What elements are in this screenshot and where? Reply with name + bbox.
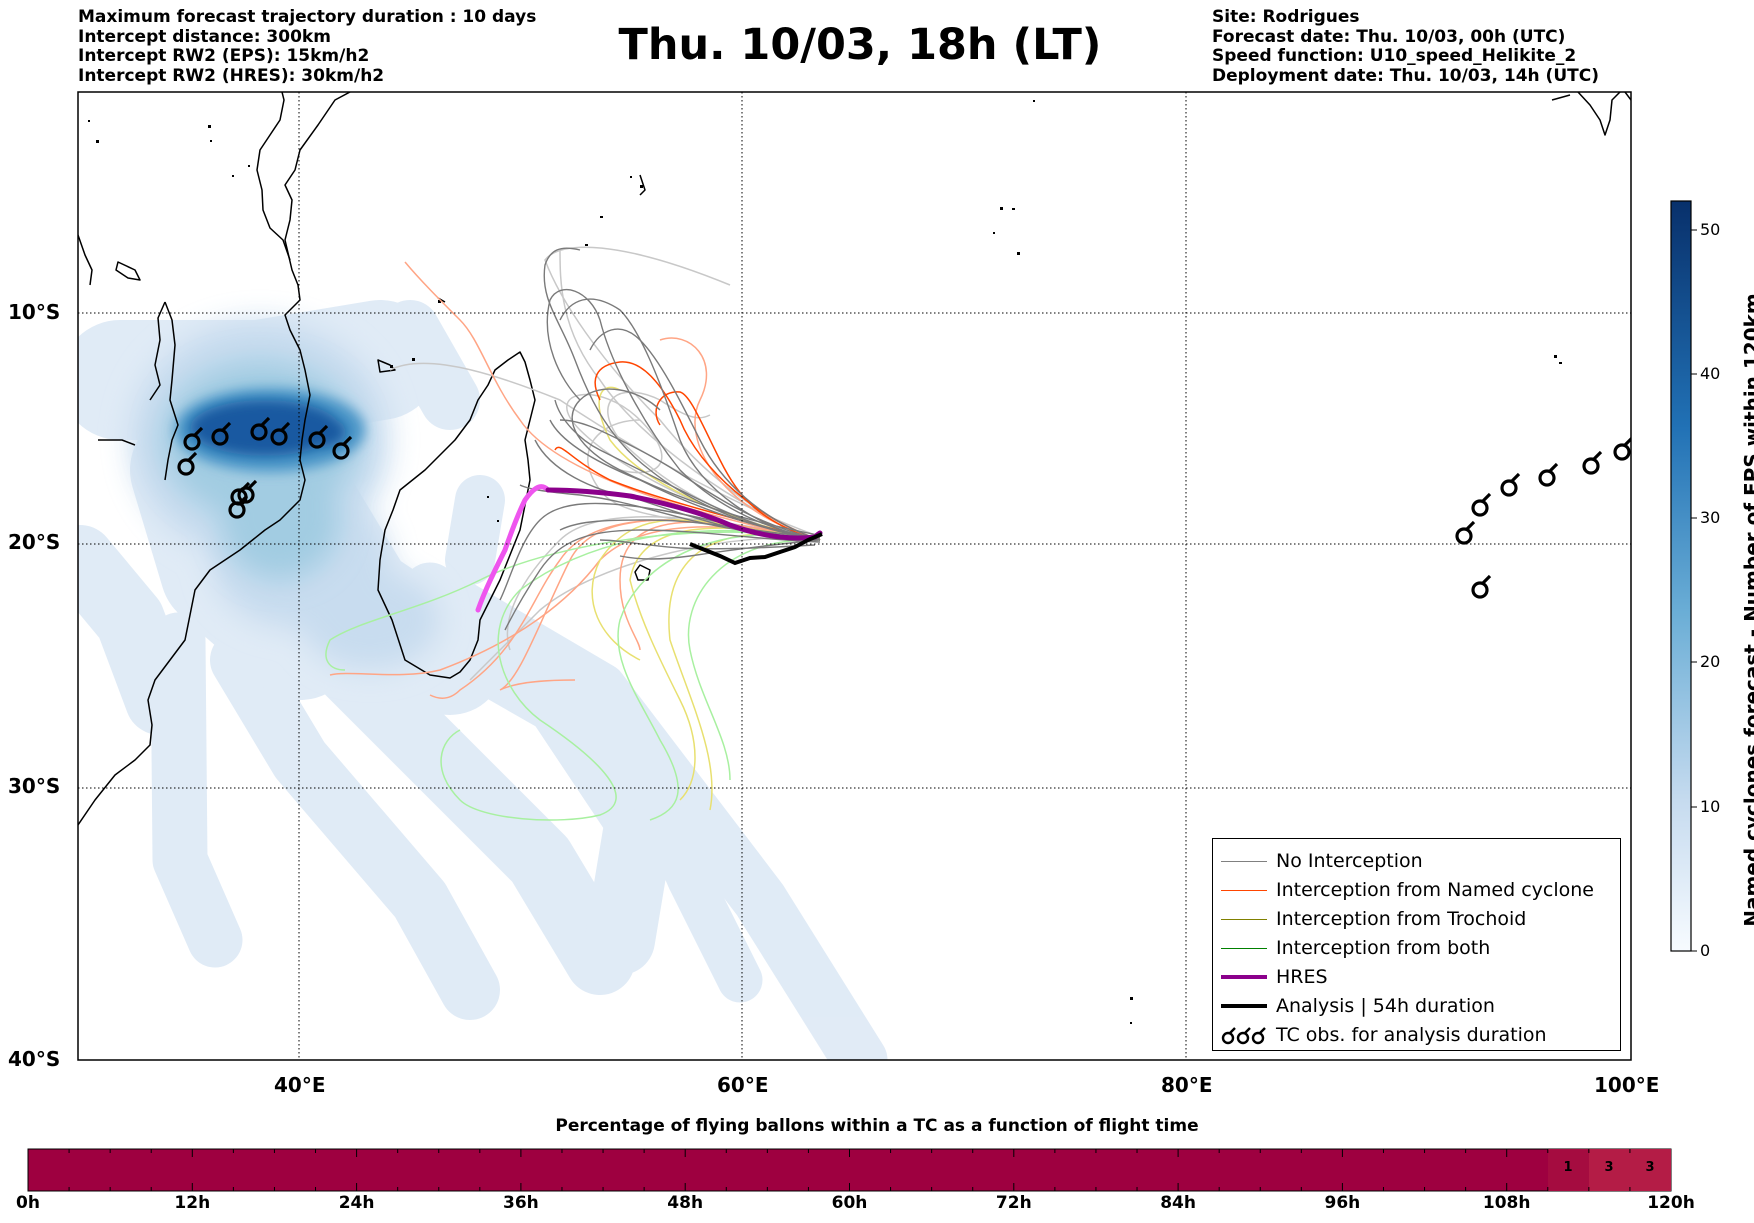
cyclone-symbol-icon — [1538, 462, 1559, 487]
header-line-rw2-hres: Intercept RW2 (HRES): 30km/h2 — [78, 65, 385, 86]
header-info-right: Site: Rodrigues Forecast date: Thu. 10/0… — [1212, 7, 1599, 86]
header-line-speed-function: Speed function: U10_speed_Helikite_2 — [1212, 46, 1577, 66]
cyclone-symbol-icon — [250, 416, 271, 441]
lon-label-80e: 80°E — [1161, 1073, 1213, 1097]
flight-time-tick-label: 108h — [1482, 1193, 1531, 1213]
flight-time-bar-cell-1 — [1548, 1149, 1589, 1191]
cyclone-symbol-icon — [1613, 436, 1631, 461]
cyclone-symbol-icon — [1471, 492, 1492, 517]
map-plot-area — [78, 92, 1631, 1060]
cyclone-symbol-icon — [308, 424, 329, 449]
colorbar-tick-label: 20 — [1700, 652, 1721, 671]
colorbar-tick-label: 10 — [1700, 797, 1721, 816]
header-line-max-duration: Maximum forecast trajectory duration : 1… — [78, 7, 537, 27]
header-line-intercept-distance: Intercept distance: 300km — [78, 26, 331, 47]
colorbar-tick-label: 30 — [1700, 508, 1721, 527]
legend-label: Interception from Trochoid — [1276, 908, 1527, 930]
legend-line-green — [1221, 948, 1267, 949]
flight-time-tick-label: 84h — [1160, 1193, 1196, 1213]
map-frame — [77, 91, 1632, 1061]
lon-label-100e: 100°E — [1594, 1073, 1660, 1097]
colorbar-tick-label: 50 — [1700, 220, 1721, 239]
colorbar-title: Named cyclones forecast - Number of EPS … — [1740, 293, 1754, 927]
tc-observation-symbols — [177, 416, 1631, 599]
legend-line-grey — [1221, 861, 1267, 862]
legend-label: Interception from both — [1276, 937, 1491, 959]
lat-label-10s: 10°S — [8, 300, 61, 324]
flight-time-bar-ticks — [68, 1149, 1631, 1191]
colorbar-ticks — [1691, 229, 1697, 952]
coastlines — [78, 92, 1631, 826]
legend-line-black — [1221, 1004, 1267, 1008]
flight-time-tick-label: 0h — [16, 1193, 40, 1213]
flight-time-tick-label: 96h — [1324, 1193, 1361, 1213]
cyclone-symbols-icon — [1221, 1027, 1266, 1045]
legend-line-orange — [1221, 890, 1267, 891]
flight-time-tick-label: 12h — [174, 1193, 211, 1213]
map-legend: No Interception Interception from Named … — [1212, 838, 1621, 1051]
flight-time-tick-label: 36h — [503, 1193, 539, 1213]
header-line-forecast-date: Forecast date: Thu. 10/03, 00h (UTC) — [1212, 26, 1566, 47]
map-grid — [78, 92, 1631, 1060]
legend-label: Analysis | 54h duration — [1276, 995, 1495, 1017]
flight-time-cell-value: 3 — [1604, 1160, 1614, 1175]
cyclone-symbol-icon — [332, 435, 353, 460]
cyclone-symbol-icon — [183, 426, 204, 451]
small-islands — [88, 100, 1562, 1024]
header-line-deployment-date: Deployment date: Thu. 10/03, 14h (UTC) — [1212, 65, 1599, 86]
trajectories-no-interception — [499, 247, 821, 631]
legend-label: TC obs. for analysis duration — [1276, 1024, 1547, 1046]
cyclone-symbol-icon — [1582, 450, 1603, 475]
header-line-rw2-eps: Intercept RW2 (EPS): 15km/h2 — [78, 46, 370, 66]
legend-line-purple — [1221, 975, 1267, 979]
lat-label-40s: 40°S — [8, 1047, 61, 1071]
lon-label-40e: 40°E — [274, 1073, 326, 1097]
legend-label: Interception from Named cyclone — [1276, 879, 1594, 901]
cyclone-symbol-icon — [211, 421, 232, 446]
cyclone-symbol-icon — [1500, 472, 1521, 497]
flight-time-tick-label: 120h — [1647, 1193, 1695, 1213]
cyclone-symbol-icon — [228, 494, 249, 519]
header-info-left: Maximum forecast trajectory duration : 1… — [78, 7, 537, 86]
colorbar-tick-label: 0 — [1700, 941, 1711, 960]
colorbar — [1670, 200, 1692, 952]
cyclone-symbol-icon — [270, 421, 291, 446]
cyclone-symbol-icon — [1455, 520, 1476, 545]
flight-time-tick-label: 48h — [667, 1193, 704, 1213]
flight-time-tick-label: 72h — [995, 1193, 1032, 1213]
analysis-trajectory — [689, 532, 823, 566]
flight-time-bar-cell-2 — [1589, 1149, 1630, 1191]
hres-trajectory-early — [475, 484, 551, 613]
map-title: Thu. 10/03, 18h (LT) — [618, 20, 1102, 70]
colorbar-tick-label: 40 — [1700, 364, 1721, 383]
cyclone-symbol-icon — [1471, 574, 1492, 599]
flight-time-tick-label: 60h — [831, 1193, 868, 1213]
flight-time-cell-value: 1 — [1563, 1160, 1573, 1175]
flight-time-bar-cell-3 — [1630, 1149, 1671, 1191]
lat-label-20s: 20°S — [8, 530, 61, 554]
eps-density-field — [78, 300, 888, 1060]
lat-label-30s: 30°S — [8, 774, 61, 798]
flight-time-cell-value: 3 — [1645, 1160, 1655, 1175]
lon-label-60e: 60°E — [717, 1073, 769, 1097]
cyclone-symbol-icon — [177, 451, 198, 476]
legend-label: HRES — [1276, 966, 1328, 988]
legend-line-olive — [1221, 919, 1267, 920]
flight-time-bar-title: Percentage of flying ballons within a TC… — [555, 1116, 1199, 1136]
flight-time-tick-label: 24h — [338, 1193, 375, 1213]
header-line-site: Site: Rodrigues — [1212, 7, 1360, 27]
legend-label: No Interception — [1276, 850, 1423, 872]
